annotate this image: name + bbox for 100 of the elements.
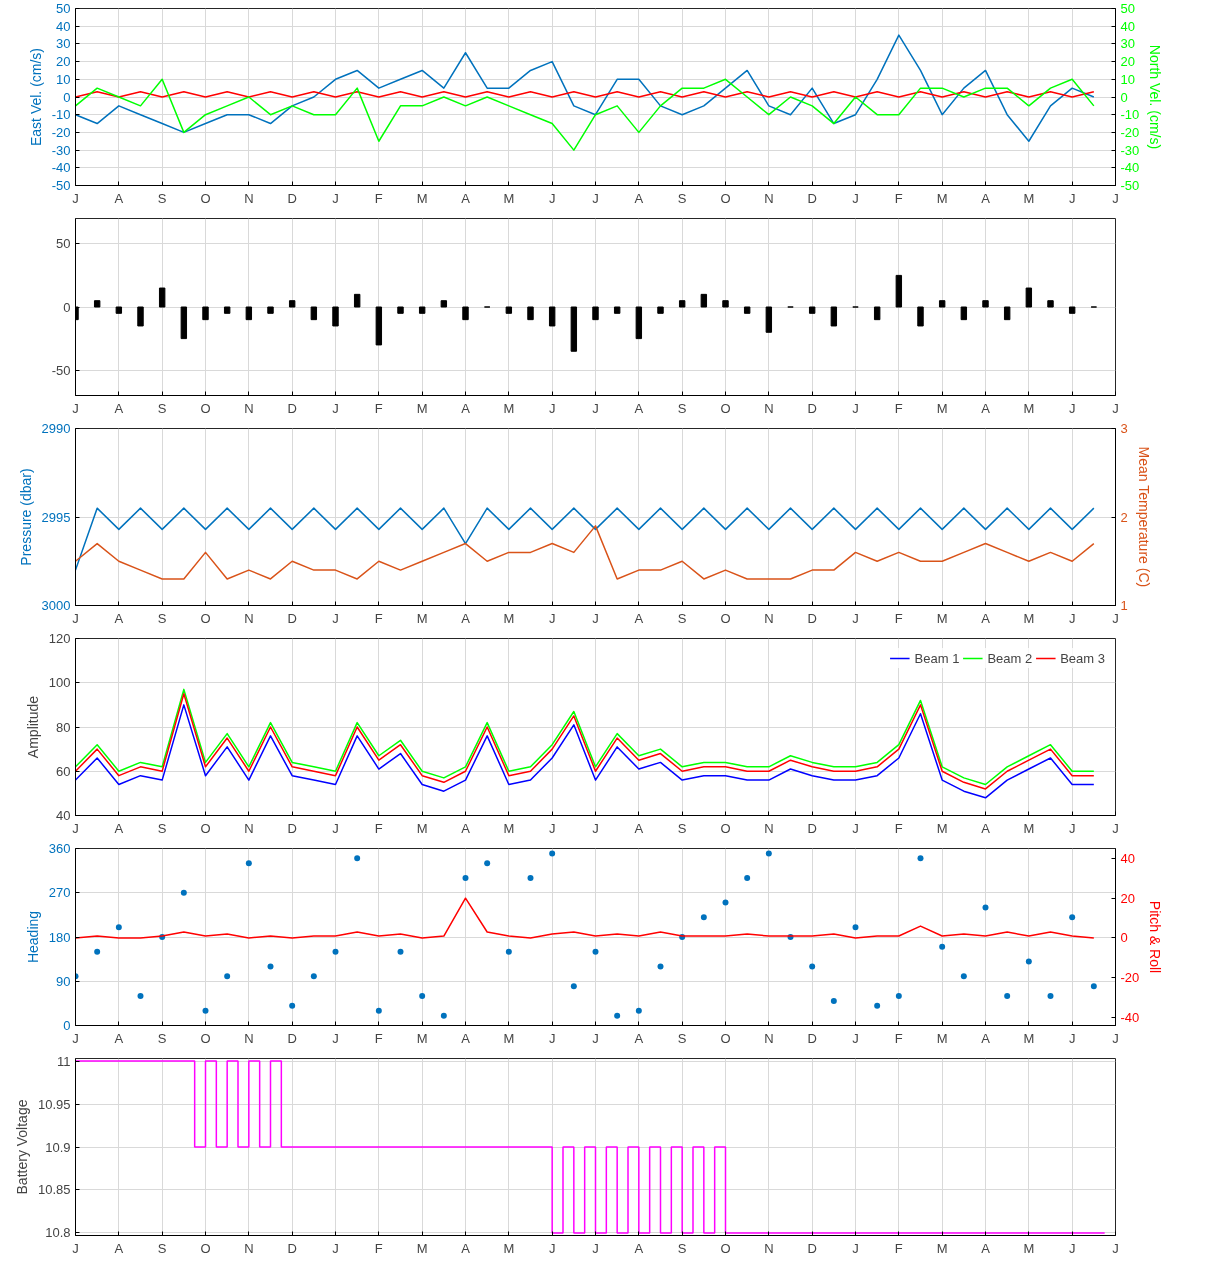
x-tick-label: M [503,610,515,626]
point [895,993,902,999]
point [375,1007,382,1014]
x-tick-label: O [200,610,211,626]
point [354,855,361,862]
point [310,973,317,980]
point [939,943,946,950]
bar [1025,287,1033,308]
x-tick-label: A [981,190,991,206]
y2-tick-label: 20 [1120,890,1135,906]
bar [700,293,708,308]
x-tick-label: M [936,1240,948,1256]
x-tick-label: J [1112,1030,1119,1046]
x-tick-label: F [894,400,903,416]
x-tick-label: A [114,400,124,416]
y-tick-label: 2995 [41,509,71,525]
bar [873,306,881,321]
bar [375,306,383,346]
y-tick-label: 100 [48,675,71,691]
point [484,860,491,867]
point [267,963,274,970]
x-tick-label: J [548,1240,556,1256]
x-tick-label: J [548,610,556,626]
bar [115,306,123,314]
x-tick-label: N [244,190,254,206]
x-tick-label: S [677,1240,687,1256]
x-tick-label: J [852,400,859,416]
x-tick-label: M [503,1030,515,1046]
x-tick-label: O [200,820,211,836]
x-tick-label: S [157,1240,167,1256]
x-tick-label: A [461,820,471,836]
x-tick-label: N [764,190,774,206]
x-tick-label: J [332,1030,339,1046]
x-tick-label: J [1068,1030,1076,1046]
line-series [75,704,1095,799]
x-tick-label: J [1068,400,1076,416]
x-tick-label: A [634,1030,644,1046]
x-tick-label: O [720,400,731,416]
x-tick-label: A [461,190,471,206]
y2-tick-label: 30 [1120,36,1135,52]
x-tick-label: J [1112,820,1119,836]
y2-tick-label: -40 [1120,1010,1140,1026]
x-tick-label: F [374,820,383,836]
y2-tick-label: 50 [1120,1,1135,16]
x-tick-label: J [1112,190,1119,206]
y-tick-label: 0 [63,89,71,105]
y2-axis-title: North Vel. (cm/s) [1147,44,1164,150]
y-tick-label: 10.95 [37,1096,71,1112]
point [549,850,556,857]
point [1047,993,1054,999]
x-tick-label: D [287,820,297,836]
x-tick-label: D [287,400,297,416]
point [224,973,231,980]
y-tick-label: 80 [56,719,71,735]
point [744,875,751,881]
y2-tick-label: 1 [1120,598,1128,613]
x-tick-label: O [720,820,731,836]
x-tick-label: N [244,820,254,836]
bar [158,287,166,308]
point [852,924,859,931]
x-tick-label: F [374,190,383,206]
bar [982,300,989,308]
x-tick-label: D [287,1240,297,1256]
y2-tick-label: -30 [1120,142,1140,158]
bar [765,306,773,333]
y-tick-label: 0 [63,1018,71,1033]
y-axis-title: Pressure (dbar) [17,468,34,566]
point [765,850,772,857]
x-tick-label: O [200,400,211,416]
bar [1068,306,1076,314]
bar [1003,306,1011,321]
x-tick-label: A [634,400,644,416]
x-tick-label: F [374,1240,383,1256]
x-tick-label: J [332,1240,339,1256]
point [809,963,816,970]
y-tick-label: 360 [48,841,71,856]
x-tick-label: M [416,820,428,836]
y-tick-label: 20 [56,54,71,70]
y-tick-label: -20 [51,124,71,140]
x-tick-label: S [677,190,687,206]
y-tick-label: 90 [56,973,71,989]
line-series [75,507,1095,571]
point [245,860,252,867]
x-tick-label: A [114,1240,124,1256]
x-tick-label: N [764,400,774,416]
x-tick-label: N [764,610,774,626]
x-tick-label: J [72,820,79,836]
x-tick-label: F [894,820,903,836]
line-series [75,78,1095,151]
y-tick-label: 10 [56,71,71,87]
x-tick-label: N [764,820,774,836]
bar [743,306,751,314]
x-tick-label: M [936,1030,948,1046]
point [592,948,599,955]
x-tick-label: J [548,400,556,416]
y-tick-label: 120 [48,631,71,646]
legend-label: Beam 1 [914,650,960,666]
y2-tick-label: 40 [1120,850,1135,866]
y-tick-label: 50 [56,236,71,252]
y-tick-label: 50 [56,1,71,16]
